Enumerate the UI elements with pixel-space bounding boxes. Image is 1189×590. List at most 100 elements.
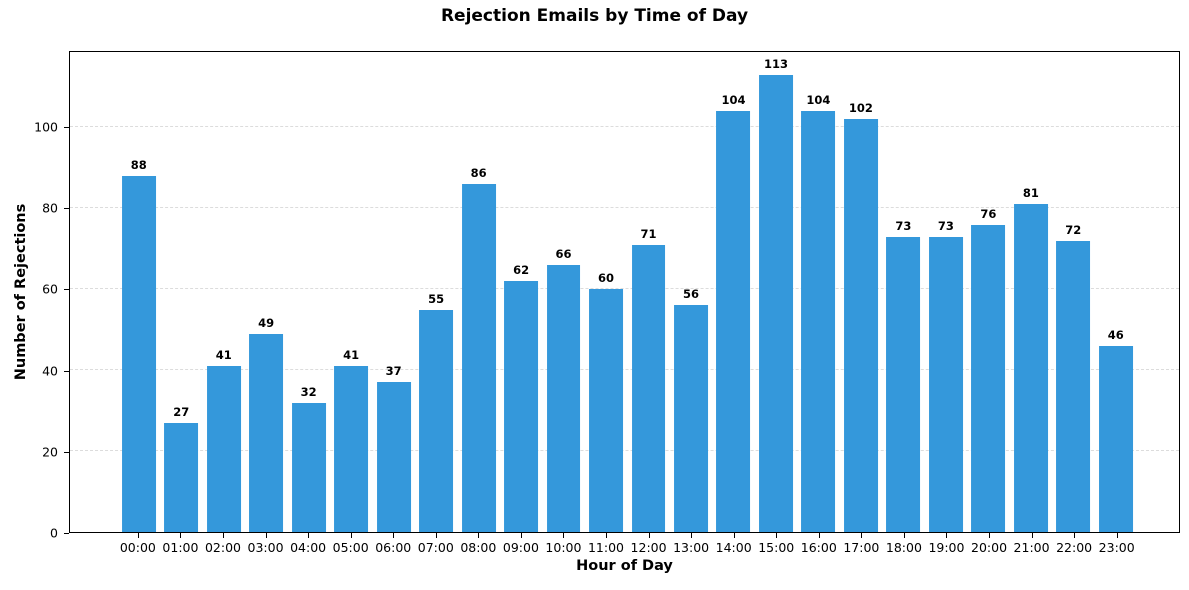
x-tick-label: 12:00 xyxy=(630,540,667,555)
bar xyxy=(121,176,156,532)
y-tick-mark xyxy=(64,370,69,372)
x-tick-label: 22:00 xyxy=(1056,540,1093,555)
bar xyxy=(758,74,793,532)
bar-value-label: 76 xyxy=(980,206,997,221)
bar-value-label: 41 xyxy=(215,348,232,363)
bar-value-label: 55 xyxy=(428,291,445,306)
bar xyxy=(334,366,369,532)
gridline xyxy=(70,288,1179,290)
bar-value-label: 73 xyxy=(937,218,954,233)
x-tick-label: 19:00 xyxy=(928,540,965,555)
bar xyxy=(164,422,199,532)
bar xyxy=(206,366,241,532)
x-tick-label: 13:00 xyxy=(673,540,710,555)
bar-value-label: 72 xyxy=(1065,222,1082,237)
bar-value-label: 73 xyxy=(895,218,912,233)
x-tick-mark xyxy=(393,533,395,538)
x-tick-label: 17:00 xyxy=(843,540,880,555)
x-tick-mark xyxy=(648,533,650,538)
y-tick-label: 60 xyxy=(42,281,58,297)
bar xyxy=(1056,240,1091,532)
x-tick-label: 21:00 xyxy=(1013,540,1050,555)
bar xyxy=(843,119,878,532)
x-tick-label: 16:00 xyxy=(800,540,837,555)
bar xyxy=(928,236,963,532)
x-tick-mark xyxy=(435,533,437,538)
x-tick-mark xyxy=(818,533,820,538)
bar-value-label: 60 xyxy=(598,271,615,286)
bar-value-label: 81 xyxy=(1022,186,1039,201)
bar-value-label: 62 xyxy=(513,263,530,278)
x-tick-mark xyxy=(861,533,863,538)
x-tick-mark xyxy=(308,533,310,538)
gridline xyxy=(70,207,1179,209)
x-tick-mark xyxy=(478,533,480,538)
x-tick-mark xyxy=(265,533,267,538)
x-tick-mark xyxy=(946,533,948,538)
bar-value-label: 41 xyxy=(343,348,360,363)
y-tick-mark xyxy=(64,208,69,209)
x-tick-label: 14:00 xyxy=(715,540,752,555)
x-tick-mark xyxy=(903,533,905,538)
bar xyxy=(419,309,454,532)
bar xyxy=(674,305,708,532)
y-tick-mark xyxy=(64,451,69,453)
x-tick-label: 23:00 xyxy=(1098,540,1135,555)
x-tick-mark xyxy=(1074,533,1076,538)
bar xyxy=(461,184,496,532)
bar xyxy=(971,224,1006,532)
y-tick-mark xyxy=(64,289,69,291)
y-tick-label: 20 xyxy=(42,444,58,460)
bar-value-label: 88 xyxy=(130,158,147,172)
y-tick-label: 80 xyxy=(42,200,58,216)
x-tick-mark xyxy=(733,533,735,538)
y-tick-label: 40 xyxy=(42,363,58,378)
x-tick-label: 07:00 xyxy=(417,540,454,555)
x-tick-label: 00:00 xyxy=(119,540,156,555)
x-tick-label: 01:00 xyxy=(162,540,199,555)
gridline xyxy=(70,369,1179,371)
chart-title: Rejection Emails by Time of Day xyxy=(440,6,749,26)
bar xyxy=(504,281,539,532)
bar-value-label: 86 xyxy=(470,166,487,181)
x-tick-label: 03:00 xyxy=(247,540,284,555)
x-tick-mark xyxy=(606,533,607,538)
x-tick-label: 15:00 xyxy=(758,540,795,555)
bar xyxy=(1098,345,1133,532)
x-tick-label: 09:00 xyxy=(502,540,539,555)
x-tick-label: 02:00 xyxy=(204,540,241,555)
bar-value-label: 102 xyxy=(848,101,873,116)
x-tick-label: 06:00 xyxy=(375,540,412,555)
bar-value-label: 27 xyxy=(173,404,190,419)
x-tick-mark xyxy=(180,533,182,538)
bar-value-label: 49 xyxy=(258,315,275,330)
x-axis-label: Hour of Day xyxy=(576,558,673,574)
plot-area: 88 27 41 49 32 41 37 55 86 62 66 60 71 56 104 113 104 102… xyxy=(69,51,1180,533)
bar xyxy=(376,382,411,532)
gridline xyxy=(70,450,1179,452)
x-tick-label: 10:00 xyxy=(545,540,582,555)
y-tick-label: 100 xyxy=(34,119,58,135)
bar-value-label: 66 xyxy=(555,247,572,261)
x-tick-mark xyxy=(691,533,693,538)
bar xyxy=(589,289,623,532)
bar-value-label: 37 xyxy=(385,364,402,379)
x-tick-mark xyxy=(1031,533,1033,538)
y-tick-mark xyxy=(64,533,69,534)
x-tick-label: 08:00 xyxy=(460,540,497,555)
bar xyxy=(631,244,666,532)
bar xyxy=(801,111,836,532)
x-tick-mark xyxy=(350,533,352,538)
bar xyxy=(249,333,284,532)
gridline xyxy=(70,126,1179,128)
x-tick-mark xyxy=(137,533,139,538)
x-tick-label: 11:00 xyxy=(587,540,625,555)
x-tick-mark xyxy=(776,533,778,538)
x-tick-mark xyxy=(520,533,522,538)
x-tick-label: 05:00 xyxy=(332,540,369,555)
x-tick-mark xyxy=(563,533,565,538)
bar-value-label: 56 xyxy=(682,287,700,302)
x-tick-label: 04:00 xyxy=(290,540,327,555)
x-tick-mark xyxy=(222,533,224,538)
